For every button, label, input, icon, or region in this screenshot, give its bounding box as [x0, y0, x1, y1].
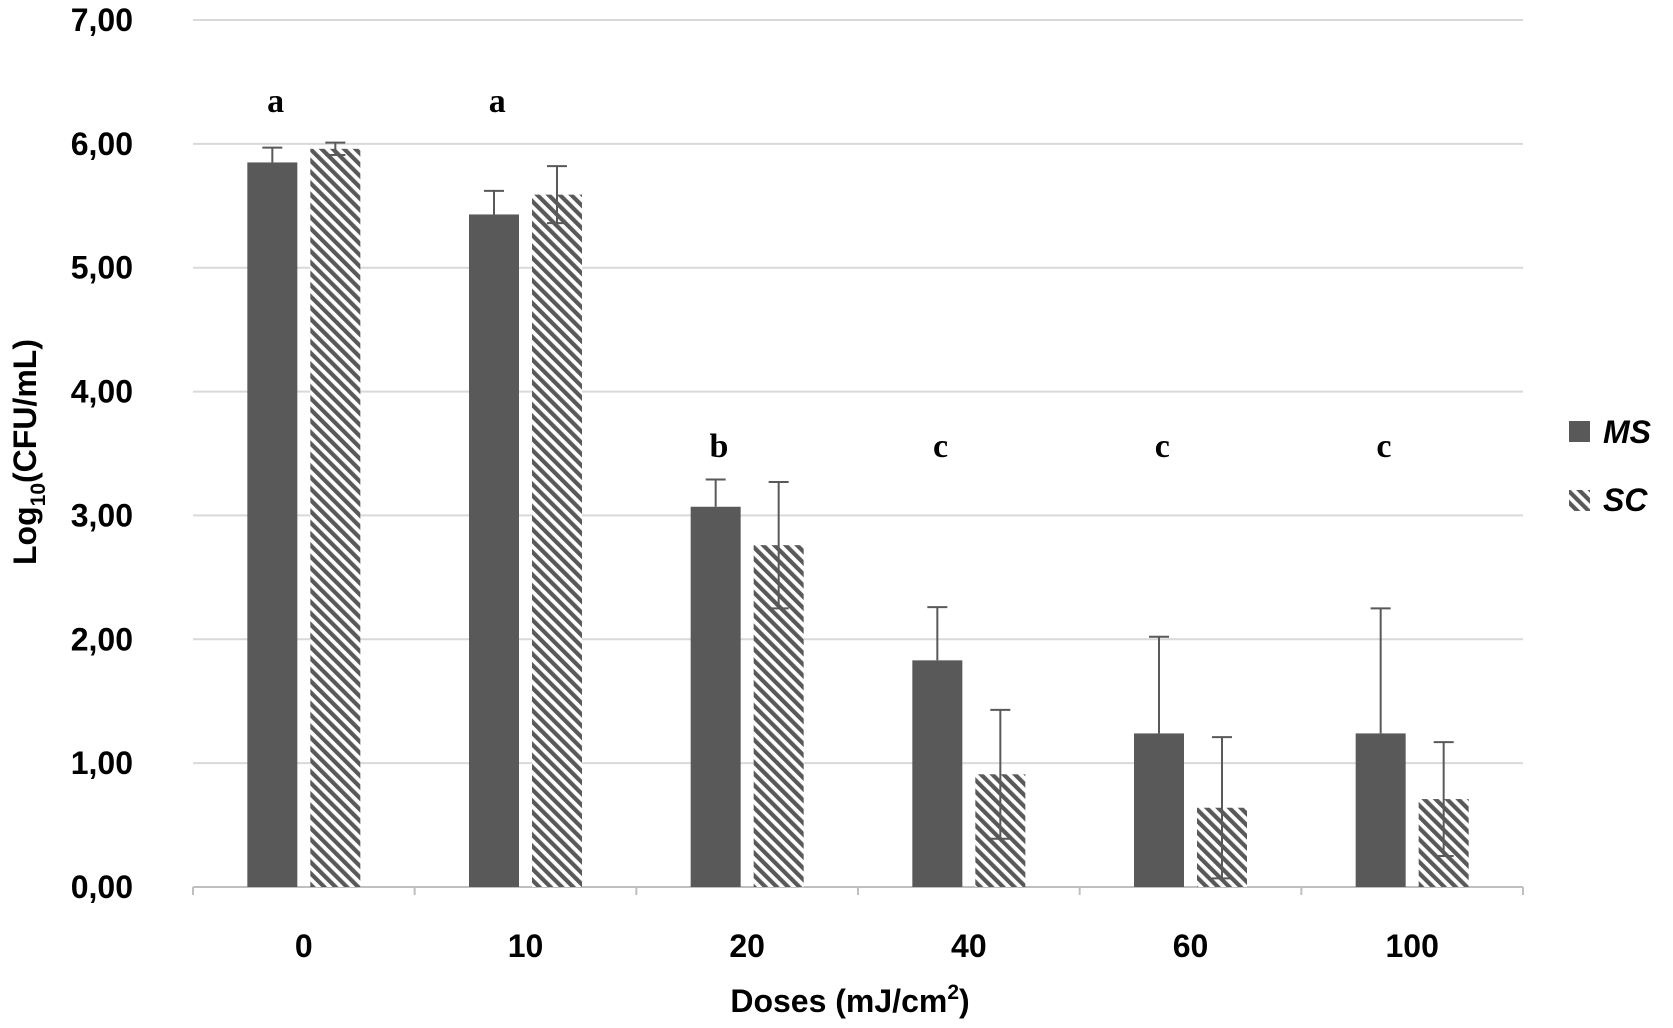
- significance-label: c: [933, 428, 948, 465]
- bars: [247, 148, 1469, 888]
- x-tick-label: 20: [729, 928, 765, 964]
- x-axis: [192, 886, 1524, 895]
- bar-ms: [690, 506, 741, 887]
- bar-sc: [310, 148, 361, 888]
- significance-label: a: [489, 83, 506, 120]
- bar-ms: [247, 162, 298, 887]
- y-tick-label: 5,00: [71, 250, 133, 286]
- y-tick-label: 7,00: [71, 2, 133, 38]
- x-tick-label: 60: [1173, 928, 1209, 964]
- x-axis-title: Doses (mJ/cm2): [730, 981, 969, 1019]
- bar-sc: [532, 194, 582, 888]
- significance-label: b: [709, 428, 728, 465]
- significance-labels: a a b c c c: [267, 83, 1391, 465]
- legend-swatch-ms: [1569, 421, 1590, 442]
- legend-swatch-sc: [1569, 490, 1590, 511]
- x-axis-ticks: 0 10 20 40 60 100: [295, 928, 1439, 964]
- legend-label-ms: MS: [1603, 414, 1652, 450]
- significance-label: c: [1155, 428, 1170, 465]
- x-tick-label: 40: [951, 928, 987, 964]
- y-tick-label: 2,00: [71, 621, 133, 657]
- bar-ms: [1355, 733, 1406, 887]
- x-tick-label: 100: [1385, 928, 1438, 964]
- y-tick-label: 3,00: [71, 497, 133, 533]
- y-tick-label: 4,00: [71, 374, 133, 410]
- legend: MS SC: [1569, 414, 1652, 518]
- y-tick-label: 0,00: [71, 869, 133, 905]
- significance-label: a: [267, 83, 284, 120]
- significance-label: c: [1376, 428, 1391, 465]
- y-axis-title: Log10(CFU/mL): [7, 339, 50, 565]
- y-tick-label: 1,00: [71, 745, 133, 781]
- legend-label-sc: SC: [1603, 482, 1648, 518]
- y-axis-ticks: 0,00 1,00 2,00 3,00 4,00 5,00 6,00 7,00: [71, 2, 133, 905]
- y-tick-label: 6,00: [71, 126, 133, 162]
- bar-ms: [469, 214, 519, 888]
- error-bars: [262, 141, 1454, 880]
- x-tick-label: 0: [295, 928, 313, 964]
- bar-ms: [912, 660, 963, 887]
- gridlines: [193, 19, 1523, 765]
- bar-ms: [1134, 733, 1184, 887]
- x-tick-label: 10: [508, 928, 544, 964]
